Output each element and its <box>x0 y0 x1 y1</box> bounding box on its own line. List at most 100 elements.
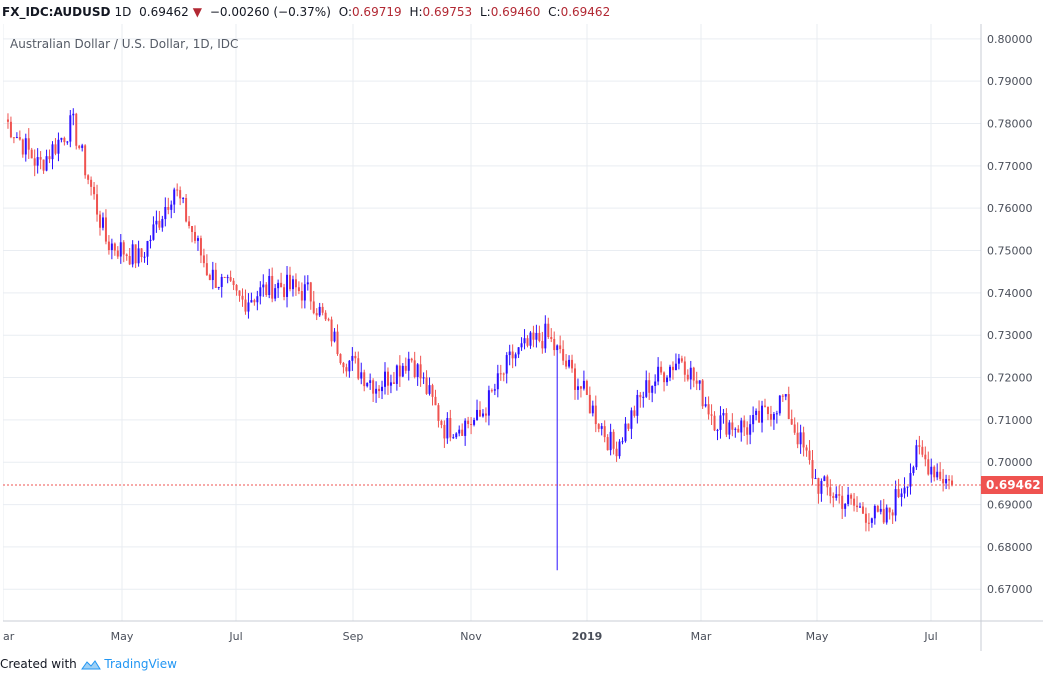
candle-body <box>520 343 523 348</box>
candle-body <box>618 441 621 457</box>
candle-body <box>265 284 268 295</box>
candle-body <box>167 206 170 210</box>
candle-body <box>606 437 609 451</box>
candle-body <box>223 276 226 278</box>
candle-body <box>191 226 194 232</box>
candle-body <box>208 275 211 281</box>
candle-body <box>303 284 306 301</box>
candle-body <box>196 238 199 241</box>
candle-body <box>835 494 838 498</box>
candle-body <box>271 275 274 299</box>
candle-body <box>624 423 627 442</box>
candle-body <box>99 214 101 228</box>
interval[interactable]: 1D <box>114 5 132 19</box>
price-chart[interactable]: 0.80000 0.79000 0.78000 0.77000 0.76000 0.750… <box>2 24 1043 651</box>
candle-body <box>392 382 395 384</box>
candle-body <box>351 355 354 361</box>
candle-body <box>600 426 603 429</box>
candle-body <box>876 505 879 512</box>
candle-body <box>315 313 318 316</box>
candle-body <box>945 479 948 484</box>
last-price: 0.69462 <box>139 5 189 19</box>
candle-body <box>585 380 588 395</box>
candle-body <box>493 389 496 391</box>
candle-body <box>707 404 710 415</box>
candle-body <box>217 287 220 289</box>
candle-body <box>291 279 294 290</box>
candle-body <box>339 354 342 363</box>
candle-body <box>479 409 481 417</box>
candle-body <box>375 388 378 394</box>
candle-body <box>205 263 208 276</box>
candle-body <box>244 299 247 312</box>
price-label-value: 0.69462 <box>986 478 1041 492</box>
candle-body <box>473 419 476 425</box>
candle-body <box>930 466 933 475</box>
candle-body <box>348 360 351 372</box>
candle-body <box>562 349 565 361</box>
candle-body <box>850 494 853 499</box>
candles <box>6 108 954 571</box>
symbol-name[interactable]: FX_IDC:AUDUSD <box>2 5 111 19</box>
candle-body <box>764 405 766 407</box>
candle-body <box>140 248 143 258</box>
candle-body <box>428 385 431 394</box>
time-axis[interactable]: ar May Jul Sep Nov 2019 Mar May Jul <box>3 630 938 643</box>
candle-body <box>443 424 446 439</box>
candle-body <box>951 480 954 486</box>
candle-body <box>176 189 179 191</box>
candle-body <box>289 274 291 290</box>
candle-body <box>838 494 841 496</box>
candle-body <box>24 138 27 155</box>
tradingview-brand[interactable]: TradingView <box>104 657 177 671</box>
candle-body <box>535 332 538 340</box>
candle-body <box>386 371 389 386</box>
candle-body <box>556 345 559 351</box>
price-axis[interactable]: 0.80000 0.79000 0.78000 0.77000 0.76000 0.750… <box>987 33 1033 596</box>
candle-body <box>247 302 250 312</box>
candle-body <box>861 506 864 514</box>
candle-body <box>731 422 734 430</box>
candle-body <box>749 424 752 435</box>
chart-container[interactable]: 0.80000 0.79000 0.78000 0.77000 0.76000 0.750… <box>2 24 1043 651</box>
candle-body <box>235 285 238 291</box>
candle-body <box>407 358 410 371</box>
candle-body <box>609 431 612 451</box>
candle-body <box>481 413 484 417</box>
candle-body <box>532 332 535 340</box>
candle-body <box>214 269 217 288</box>
candle-body <box>588 394 591 414</box>
candle-body <box>784 394 787 397</box>
candle-body <box>870 518 873 523</box>
candle-body <box>695 380 698 384</box>
candle-body <box>277 282 280 289</box>
candle-body <box>805 447 808 451</box>
candle-body <box>867 522 870 524</box>
candle-body <box>523 338 526 344</box>
candle-body <box>51 144 54 160</box>
candle-body <box>78 145 81 148</box>
candle-body <box>238 290 241 296</box>
candle-body <box>110 243 113 251</box>
candle-body <box>6 119 9 122</box>
candle-body <box>182 198 185 200</box>
candle-body <box>829 487 832 497</box>
candle-body <box>434 396 437 406</box>
y-tick-label: 0.80000 <box>987 33 1033 46</box>
low-value: 0.69460 <box>490 5 541 19</box>
candle-body <box>571 359 574 369</box>
candle-body <box>514 354 517 359</box>
candle-body <box>72 113 75 116</box>
candle-body <box>455 433 458 438</box>
candle-body <box>226 277 229 279</box>
candle-body <box>87 175 90 180</box>
y-tick-label: 0.76000 <box>987 202 1033 215</box>
x-tick-label: ar <box>3 630 15 643</box>
candle-body <box>158 220 161 228</box>
candle-body <box>372 380 375 394</box>
candle-body <box>36 157 39 166</box>
candle-body <box>639 394 642 398</box>
candle-body <box>360 372 363 379</box>
candle-body <box>802 432 805 448</box>
candle-body <box>101 217 104 228</box>
